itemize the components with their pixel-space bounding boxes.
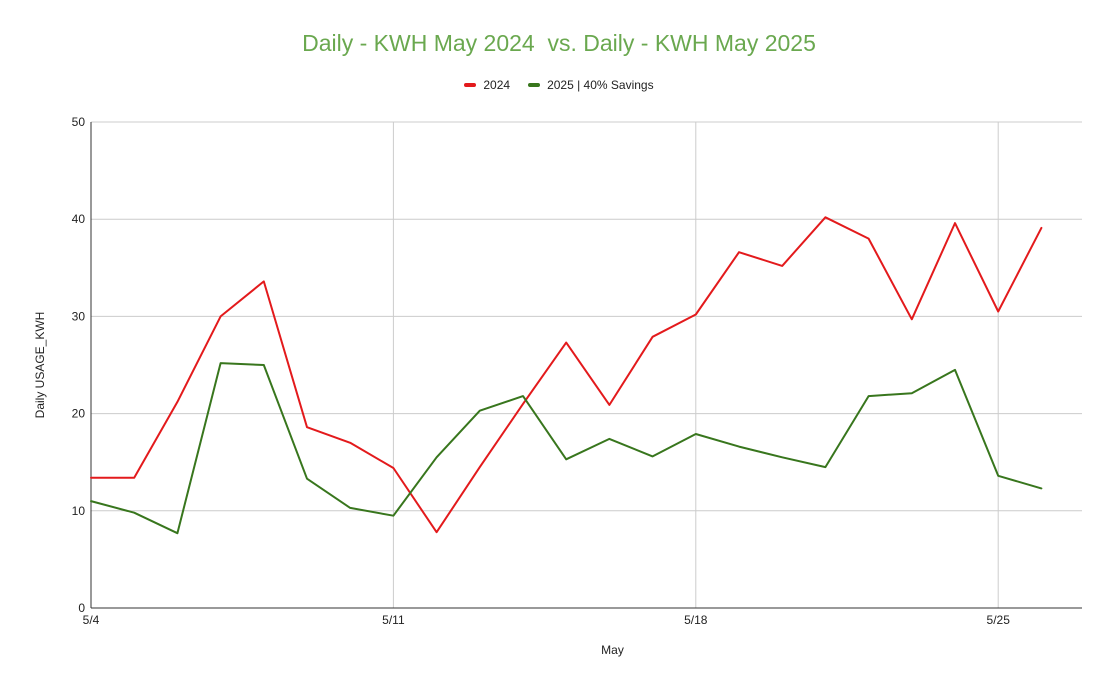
legend-label-2024: 2024 [483,78,511,92]
legend-item-2025[interactable]: 2025 | 40% Savings [528,78,654,92]
legend-swatch-2025 [528,83,541,87]
x-tick-label: 5/25 [987,613,1011,627]
axes: 0 10 20 30 40 50 5/4 5/11 5/18 5/25 [72,115,1082,627]
y-axis-title: Daily USAGE_KWH [33,312,47,419]
legend-swatch-2024 [464,83,477,87]
series-line-2025[interactable] [90,362,1043,535]
chart-title: Daily - KWH May 2024 vs. Daily - KWH May… [302,30,816,56]
gridlines [91,121,1082,608]
y-tick-label: 20 [72,407,86,421]
legend-label-2025: 2025 | 40% Savings [547,78,654,92]
y-tick-label: 30 [72,309,86,323]
x-tick-label: 5/18 [684,613,708,627]
y-tick-label: 0 [78,601,85,615]
y-tick-label: 50 [72,115,86,129]
x-axis-title: May [601,643,624,657]
x-tick-label: 5/4 [83,613,100,627]
x-tick-label: 5/11 [382,613,405,627]
y-tick-label: 40 [72,212,86,226]
series-lines [90,216,1043,535]
legend: 2024 2025 | 40% Savings [0,78,1111,92]
series-line-2024[interactable] [90,216,1043,534]
legend-item-2024[interactable]: 2024 [464,78,510,92]
y-tick-label: 10 [72,504,86,518]
